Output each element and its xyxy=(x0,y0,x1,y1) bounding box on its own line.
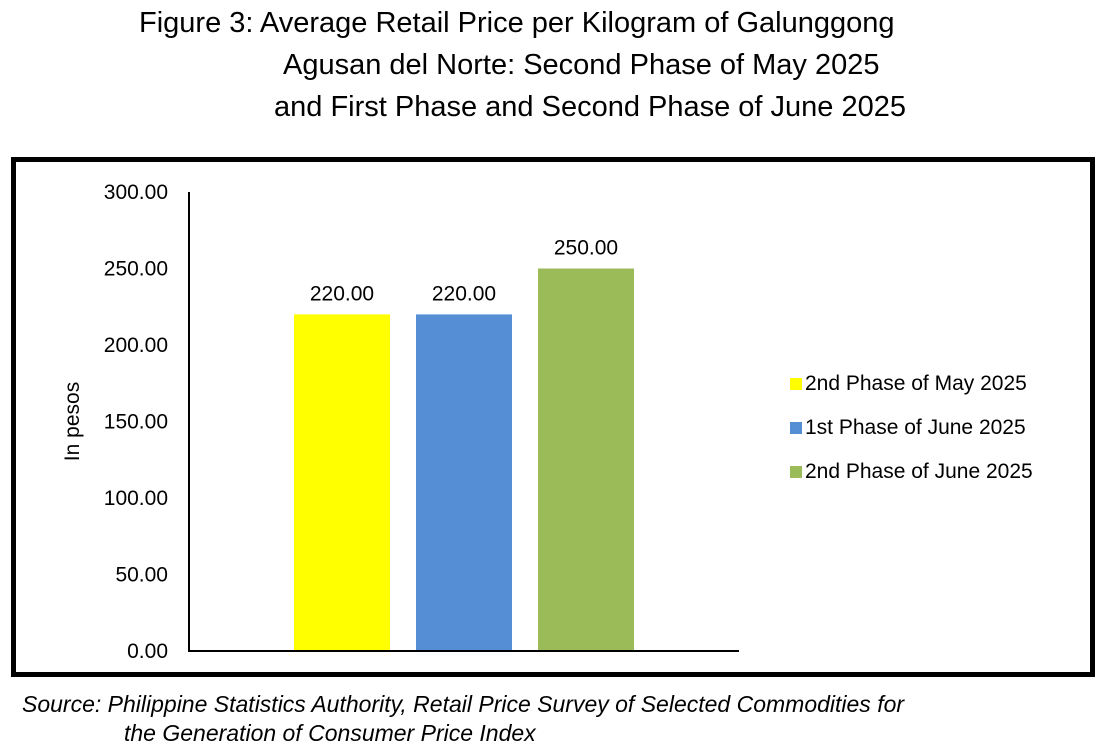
legend-label-3: 2nd Phase of June 2025 xyxy=(805,460,1033,483)
bar-3 xyxy=(538,268,634,651)
data-label-2: 220.00 xyxy=(432,282,496,305)
legend-item-2: 1st Phase of June 2025 xyxy=(790,415,1033,459)
legend-swatch-2 xyxy=(790,422,802,434)
source-line-1: Source: Philippine Statistics Authority,… xyxy=(22,691,905,717)
y-tick-label: 250.00 xyxy=(104,258,168,281)
y-tick-label: 300.00 xyxy=(104,181,168,204)
y-axis-title: In pesos xyxy=(61,382,84,461)
chart-title-line-2: Agusan del Norte: Second Phase of May 20… xyxy=(283,49,880,81)
legend-item-3: 2nd Phase of June 2025 xyxy=(790,459,1033,503)
legend-item-1: 2nd Phase of May 2025 xyxy=(790,371,1033,415)
legend-label-1: 2nd Phase of May 2025 xyxy=(805,372,1027,395)
source-note: Source: Philippine Statistics Authority,… xyxy=(22,690,904,748)
bar-2 xyxy=(416,314,512,651)
chart-legend: 2nd Phase of May 2025 1st Phase of June … xyxy=(790,371,1033,503)
legend-swatch-1 xyxy=(790,378,802,390)
bar-chart: 0.00 50.00 100.00 150.00 200.00 250.00 300.00 I… xyxy=(61,181,739,663)
chart-title-line-1: Figure 3: Average Retail Price per Kilog… xyxy=(139,7,895,39)
y-tick-label: 150.00 xyxy=(104,411,168,434)
y-tick-label: 100.00 xyxy=(104,487,168,510)
source-line-2: the Generation of Consumer Price Index xyxy=(124,720,536,746)
y-tick-label: 200.00 xyxy=(104,334,168,357)
chart-frame: 0.00 50.00 100.00 150.00 200.00 250.00 300.00 I… xyxy=(11,157,1095,677)
y-tick-label: 50.00 xyxy=(115,564,168,587)
legend-swatch-3 xyxy=(790,466,802,478)
data-label-1: 220.00 xyxy=(310,282,374,305)
data-label-3: 250.00 xyxy=(554,237,618,260)
chart-title-line-3: and First Phase and Second Phase of June… xyxy=(274,91,906,123)
legend-label-2: 1st Phase of June 2025 xyxy=(805,416,1026,439)
bar-1 xyxy=(294,314,390,651)
y-tick-label: 0.00 xyxy=(127,640,168,663)
